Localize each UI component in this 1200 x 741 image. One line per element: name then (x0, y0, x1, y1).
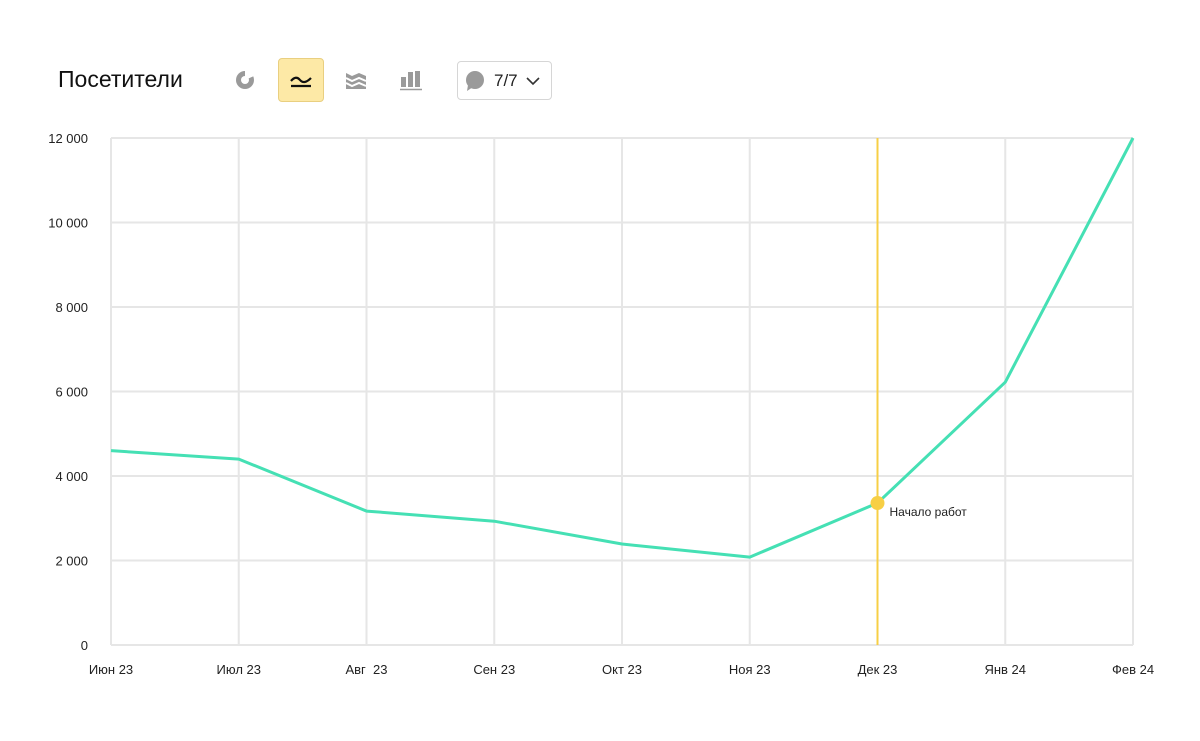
x-tick-label: Июн 23 (89, 662, 133, 677)
chevron-down-icon (526, 76, 540, 85)
x-tick-label: Июл 23 (217, 662, 261, 677)
line-chart-button[interactable] (278, 58, 324, 102)
x-tick-label: Сен 23 (473, 662, 515, 677)
line-chart-icon (290, 76, 312, 88)
y-tick-label: 10 000 (48, 216, 88, 231)
y-tick-label: 2 000 (55, 554, 88, 569)
y-tick-label: 8 000 (55, 300, 88, 315)
pie-chart-icon (236, 70, 254, 89)
area-chart-icon (345, 73, 367, 89)
x-tick-label: Фев 24 (1112, 662, 1154, 677)
annotation-marker (870, 496, 885, 511)
comment-icon (466, 70, 484, 91)
x-tick-label: Авг 23 (345, 662, 387, 677)
x-tick-label: Янв 24 (984, 662, 1026, 677)
x-tick-label: Дек 23 (858, 662, 898, 677)
pie-chart-button[interactable] (222, 58, 268, 102)
annotations-dropdown[interactable]: 7/7 (457, 61, 552, 100)
x-tick-label: Ноя 23 (729, 662, 771, 677)
bar-chart-button[interactable] (388, 58, 434, 102)
y-tick-label: 12 000 (48, 131, 88, 146)
series-line (110, 137, 1135, 559)
y-tick-label: 4 000 (55, 469, 88, 484)
bar-chart-icon (400, 71, 422, 91)
area-chart-button[interactable] (333, 58, 379, 102)
page-title: Посетители (58, 66, 183, 92)
x-tick-label: Окт 23 (602, 662, 642, 677)
y-tick-label: 6 000 (55, 385, 88, 400)
annotation-label: Начало работ (890, 505, 968, 519)
y-tick-label: 0 (81, 638, 88, 653)
annotations-count: 7/7 (494, 70, 518, 90)
